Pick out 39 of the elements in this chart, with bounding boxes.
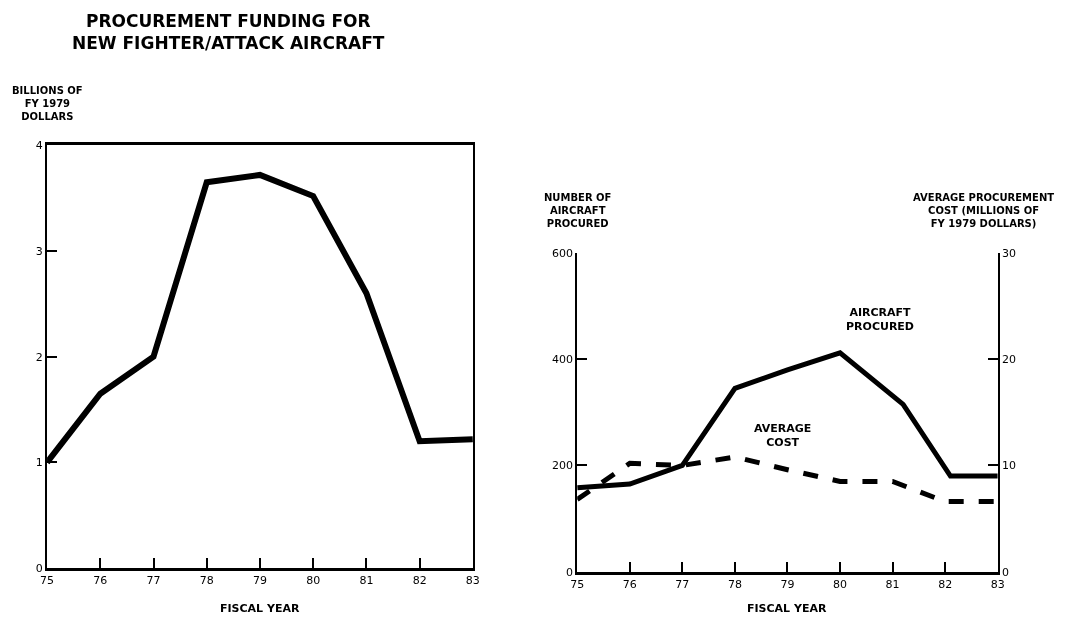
- y2-tick-label: 20: [1001, 353, 1016, 366]
- x-tick-label: 75: [570, 577, 585, 591]
- y2-tick-label: 0: [1001, 565, 1009, 579]
- x-axis-title: FISCAL YEAR: [220, 602, 300, 615]
- x-tick-label: 77: [146, 574, 161, 588]
- x-tick-label: 82: [938, 577, 953, 591]
- y-tick-label: 600: [552, 246, 574, 260]
- y-tick-label: 200: [552, 459, 574, 473]
- x-tick-label: 83: [465, 574, 480, 588]
- y-tick-label: 400: [552, 353, 574, 366]
- y-tick-label: 0: [566, 565, 574, 579]
- x-tick-label: 79: [252, 574, 267, 588]
- x-tick-label: 78: [199, 574, 214, 588]
- y2-tick-label: 10: [1001, 459, 1016, 473]
- x-tick-label: 76: [93, 574, 108, 588]
- y-axis-title: NUMBER OF AIRCRAFT PROCURED: [544, 192, 612, 229]
- y-tick-label: 4: [35, 139, 43, 153]
- x-tick-label: 81: [885, 577, 900, 591]
- x-axis-title: FISCAL YEAR: [747, 602, 827, 615]
- x-tick-label: 76: [622, 577, 637, 591]
- series-label: AVERAGE COST: [754, 422, 812, 450]
- chart-title: PROCUREMENT FUNDING FOR NEW FIGHTER/ATTACK AIRCRAFT: [72, 11, 385, 54]
- x-tick-label: 80: [306, 574, 321, 588]
- y-tick-label: 0: [35, 561, 43, 575]
- x-tick-label: 80: [833, 577, 848, 591]
- x-tick-label: 77: [675, 577, 690, 591]
- y-tick-label: 3: [35, 244, 43, 258]
- y-tick-label: 2: [35, 350, 43, 364]
- x-tick-label: 79: [780, 577, 795, 591]
- x-tick-label: 81: [359, 574, 374, 588]
- y2-tick-label: 30: [1001, 246, 1016, 260]
- x-tick-label: 82: [412, 574, 427, 588]
- x-tick-label: 75: [40, 574, 55, 588]
- x-tick-label: 78: [727, 577, 742, 591]
- y-tick-label: 1: [35, 456, 43, 470]
- series-label: AIRCRAFT PROCURED: [846, 306, 915, 334]
- y-axis-title: BILLIONS OF FY 1979 DOLLARS: [12, 85, 83, 122]
- y2-axis-title: AVERAGE PROCUREMENT COST (MILLIONS OF FY 1979 DOLLARS): [913, 192, 1055, 229]
- x-tick-label: 83: [990, 577, 1005, 591]
